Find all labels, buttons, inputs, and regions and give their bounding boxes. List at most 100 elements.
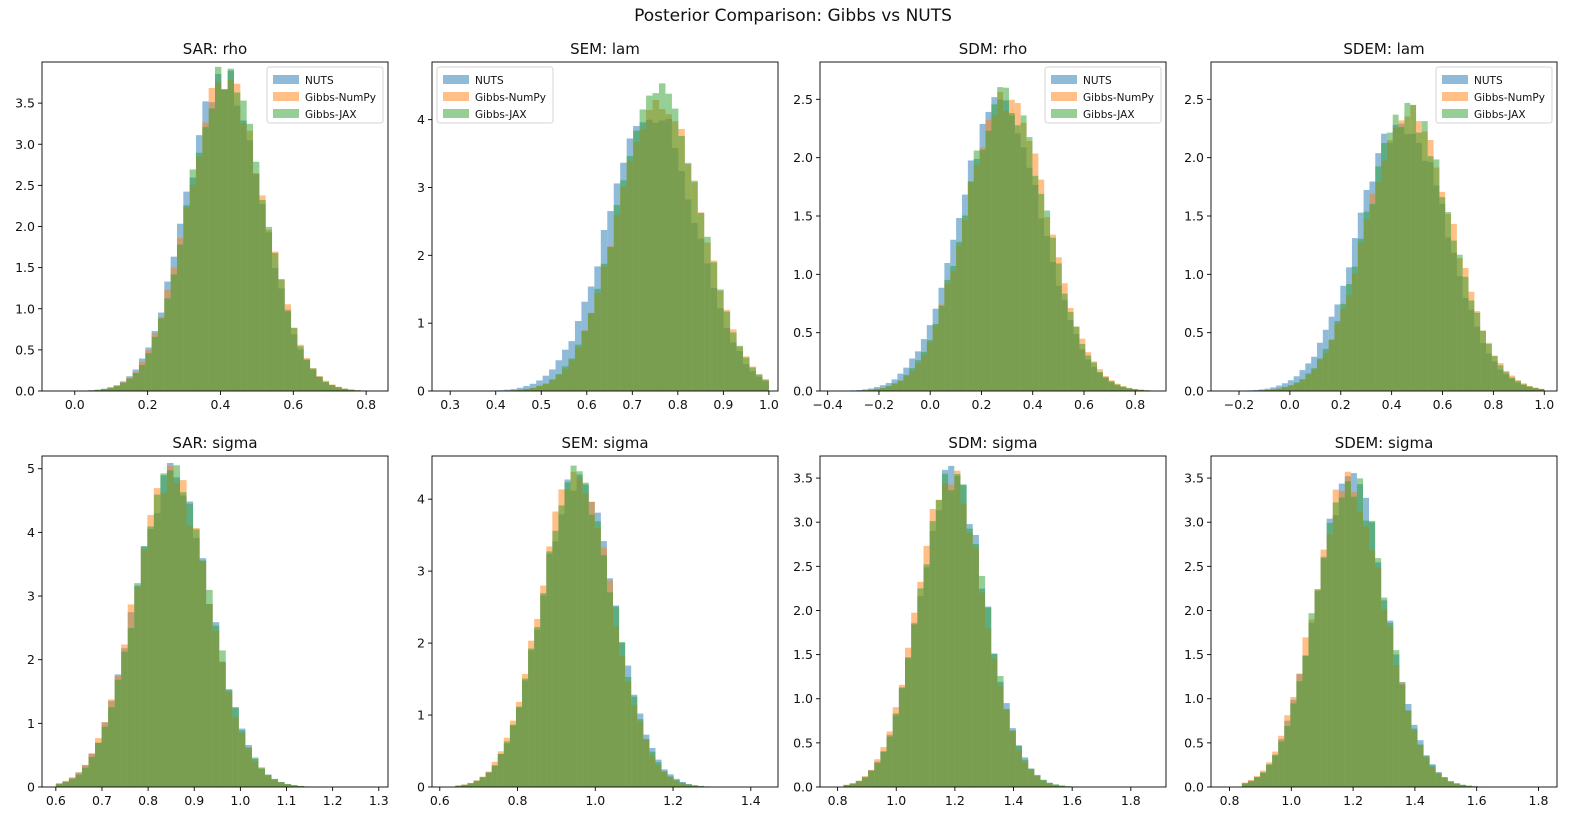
bar-gibbs-jax-18 — [562, 366, 569, 391]
legend-swatch — [1442, 92, 1468, 101]
subplot-5: 0.6 0.7 0.8 0.9 1.0 1.1 1.2 1.3 0 1 2 3 4 5 SAR: sigma — [27, 434, 389, 808]
legend-label: NUTS — [475, 75, 504, 87]
x-tick-label: 1.8 — [1121, 793, 1141, 808]
bar-gibbs-jax-7 — [101, 726, 109, 787]
bar-gibbs-jax-8 — [108, 707, 115, 787]
bar-gibbs-jax-29 — [1022, 759, 1029, 787]
x-tick-label: 1.0 — [1281, 793, 1301, 808]
x-tick-label: 0.5 — [531, 397, 551, 412]
bar-gibbs-jax-24 — [212, 625, 220, 787]
x-tick-label: 0.6 — [1433, 397, 1453, 412]
bar-gibbs-jax-23 — [967, 181, 974, 391]
bar-gibbs-jax-15 — [935, 499, 942, 787]
x-tick-label: −0.2 — [864, 397, 894, 412]
bar-gibbs-jax-23 — [594, 521, 601, 787]
bar-nuts-8 — [1270, 387, 1277, 391]
bar-gibbs-jax-26 — [613, 205, 621, 391]
bar-gibbs-jax-15 — [546, 551, 553, 787]
bar-gibbs-jax-30 — [1008, 112, 1015, 391]
bar-nuts-9 — [1276, 385, 1283, 391]
bar-gibbs-jax-18 — [954, 473, 961, 787]
bar-gibbs-jax-13 — [534, 627, 541, 787]
y-tick-label: 0.0 — [15, 384, 35, 399]
legend-label: NUTS — [305, 75, 334, 87]
bar-gibbs-jax-27 — [1405, 710, 1412, 787]
y-tick-label: 1 — [417, 708, 425, 723]
legend-swatch — [1051, 109, 1077, 118]
bar-gibbs-jax-42 — [717, 289, 724, 391]
bar-gibbs-jax-3 — [1260, 772, 1267, 787]
bar-gibbs-jax-23 — [594, 288, 601, 391]
bar-gibbs-jax-27 — [227, 68, 235, 391]
bar-gibbs-jax-20 — [183, 205, 190, 391]
x-tick-label: 0.8 — [356, 397, 376, 412]
bar-gibbs-jax-5 — [88, 756, 96, 787]
bar-gibbs-jax-19 — [176, 244, 184, 391]
x-tick-label: 0.6 — [430, 793, 450, 808]
bar-gibbs-jax-26 — [1003, 708, 1010, 787]
bar-gibbs-jax-9 — [113, 386, 120, 391]
y-tick-label: 0.0 — [1184, 384, 1204, 399]
bar-gibbs-jax-20 — [1340, 303, 1347, 391]
bar-gibbs-jax-24 — [208, 108, 215, 391]
bar-gibbs-jax-2 — [68, 778, 76, 787]
bar-gibbs-jax-25 — [219, 650, 226, 787]
bar-gibbs-jax-34 — [278, 781, 285, 787]
x-tick-label: 0.2 — [138, 397, 158, 412]
y-tick-label: 4 — [27, 525, 35, 540]
x-tick-label: 0.0 — [1280, 397, 1300, 412]
x-tick-label: 0.6 — [577, 397, 597, 412]
x-tick-label: 1.2 — [1343, 793, 1363, 808]
x-tick-label: 1.0 — [230, 793, 250, 808]
bar-gibbs-jax-9 — [1276, 388, 1283, 391]
bar-gibbs-jax-16 — [552, 530, 559, 787]
bar-gibbs-jax-21 — [193, 529, 200, 787]
histogram-bars — [850, 87, 1156, 391]
bar-gibbs-jax-35 — [667, 776, 674, 787]
bar-gibbs-jax-10 — [891, 383, 898, 391]
y-tick-label: 0.5 — [793, 325, 813, 340]
bar-gibbs-jax-32 — [652, 93, 659, 391]
legend: NUTS Gibbs-NumPy Gibbs-JAX — [1044, 66, 1162, 124]
bar-gibbs-jax-17 — [555, 374, 563, 391]
bar-gibbs-jax-50 — [1515, 380, 1521, 391]
bar-gibbs-jax-36 — [1433, 159, 1440, 391]
bar-gibbs-jax-40 — [704, 236, 711, 391]
legend-label: Gibbs-JAX — [475, 109, 527, 121]
subplot-7: 0.8 1.0 1.2 1.4 1.6 1.8 0.0 0.5 1.0 1.5 2.0 2.5 3.0 3… — [793, 434, 1167, 808]
bar-gibbs-jax-1 — [849, 783, 856, 787]
bar-gibbs-jax-34 — [661, 771, 668, 787]
bar-nuts-12 — [523, 386, 530, 391]
bar-gibbs-jax-4 — [1266, 764, 1273, 787]
bar-gibbs-jax-11 — [522, 678, 529, 787]
bar-gibbs-jax-24 — [1363, 211, 1370, 391]
bar-gibbs-jax-10 — [905, 657, 912, 787]
subplot-title: SAR: rho — [183, 40, 247, 58]
bar-gibbs-jax-46 — [348, 389, 355, 391]
bar-gibbs-jax-43 — [723, 311, 731, 391]
bar-gibbs-jax-19 — [568, 358, 575, 391]
bar-gibbs-jax-31 — [1014, 125, 1021, 391]
bar-gibbs-jax-0 — [843, 785, 850, 787]
bar-gibbs-jax-8 — [1290, 703, 1297, 787]
bar-gibbs-jax-33 — [1046, 782, 1053, 787]
x-tick-label: 0.8 — [828, 793, 848, 808]
bar-gibbs-jax-23 — [985, 607, 992, 787]
bar-gibbs-jax-30 — [1423, 756, 1430, 787]
y-tick-label: 1.5 — [1184, 209, 1204, 224]
legend-label: Gibbs-JAX — [1083, 109, 1135, 121]
y-tick-label: 3.5 — [1184, 471, 1204, 486]
bar-gibbs-jax-15 — [1332, 502, 1339, 787]
bar-nuts-7 — [1264, 388, 1271, 391]
bar-nuts-5 — [862, 389, 869, 391]
legend-swatch — [1051, 75, 1077, 84]
bar-gibbs-jax-16 — [1338, 497, 1345, 787]
bar-gibbs-jax-22 — [588, 514, 595, 787]
subplot-title: SEM: sigma — [561, 434, 648, 452]
x-tick-label: 0.6 — [46, 793, 66, 808]
subplot-1: 0.0 0.2 0.4 0.6 0.8 0.0 0.5 1.0 1.5 2.0 2.5 3.0 3.5 S… — [15, 40, 389, 412]
histogram-bars — [843, 465, 1078, 787]
bar-gibbs-jax-19 — [1334, 321, 1341, 391]
axes-frame — [431, 455, 779, 788]
bar-gibbs-jax-38 — [1445, 212, 1452, 391]
